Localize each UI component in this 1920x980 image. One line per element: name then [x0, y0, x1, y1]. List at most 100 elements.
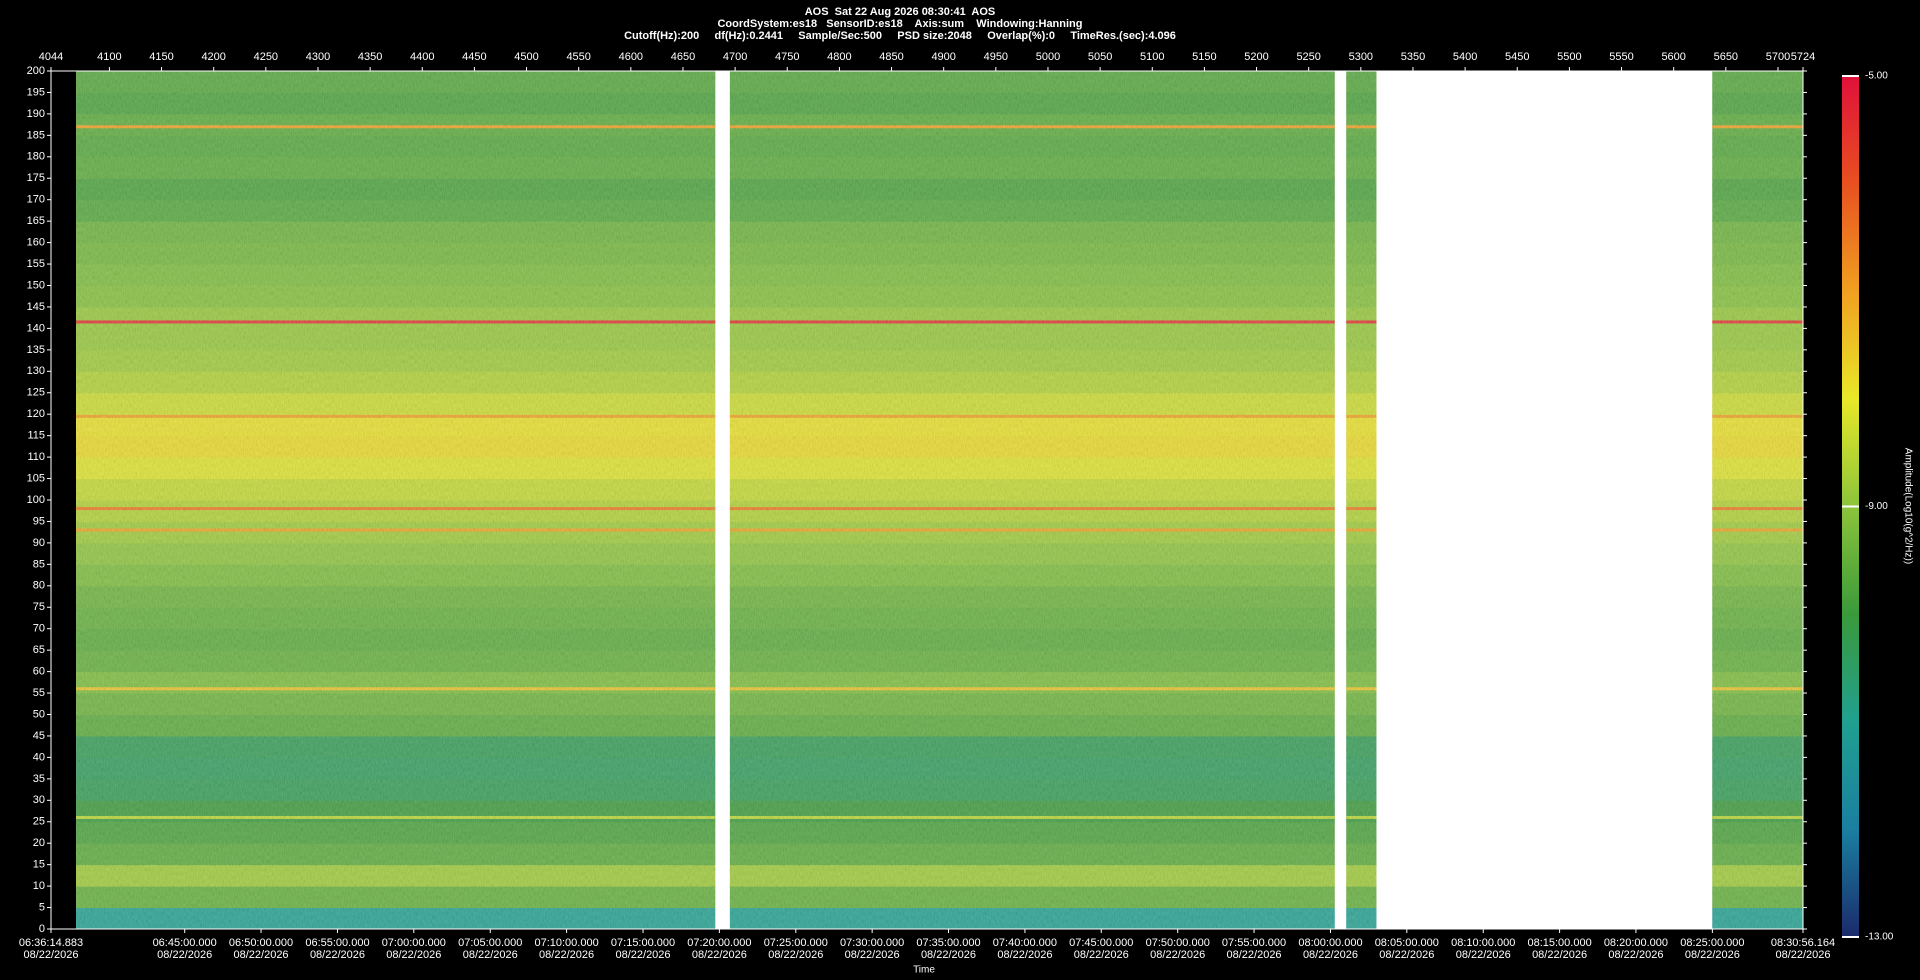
time-tick-label: 08:25:00.000: [1680, 937, 1744, 949]
params: Cutoff(Hz):200 df(Hz):0.2441 Sample/Sec:…: [624, 30, 1176, 42]
time-tick-date: 08/22/2026: [1303, 949, 1358, 961]
y-tick-label: 155: [27, 258, 45, 270]
x-tick-label: 4450: [462, 51, 486, 63]
y-tick-label: 120: [27, 408, 45, 420]
time-tick-label: 08:00:00.000: [1298, 937, 1362, 949]
x-tick-label: 5700: [1766, 51, 1790, 63]
colorbar-tick-label: -13.00: [1865, 932, 1894, 943]
x-tick-label: 4550: [566, 51, 590, 63]
y-tick-label: 65: [33, 644, 45, 656]
x-tick-label: 5350: [1401, 51, 1425, 63]
x-tick-label: 4150: [149, 51, 173, 63]
time-tick-date: 08/22/2026: [1150, 949, 1205, 961]
y-tick-label: 30: [33, 794, 45, 806]
time-tick-date: 08/22/2026: [1775, 949, 1830, 961]
y-tick-label: 145: [27, 301, 45, 313]
x-tick-label: 5500: [1557, 51, 1581, 63]
speckle: [76, 71, 716, 929]
x-tick-label: 5400: [1453, 51, 1477, 63]
time-tick-label: 07:45:00.000: [1069, 937, 1133, 949]
time-tick-label: 07:15:00.000: [611, 937, 675, 949]
y-tick-label: 70: [33, 623, 45, 635]
time-tick-date: 08/22/2026: [1227, 949, 1282, 961]
y-tick-label: 15: [33, 859, 45, 871]
time-tick-date: 08/22/2026: [1608, 949, 1663, 961]
y-tick-label: 175: [27, 172, 45, 184]
y-tick-label: 190: [27, 108, 45, 120]
y-tick-label: 185: [27, 129, 45, 141]
y-tick-label: 85: [33, 558, 45, 570]
x-tick-label: 5550: [1609, 51, 1633, 63]
time-tick-label: 06:55:00.000: [305, 937, 369, 949]
x-tick-label: 4700: [723, 51, 747, 63]
y-tick-label: 130: [27, 365, 45, 377]
y-tick-label: 60: [33, 666, 45, 678]
x-tick-label: 5100: [1140, 51, 1164, 63]
y-tick-label: 75: [33, 601, 45, 613]
x-tick-label: 4300: [306, 51, 330, 63]
speckle: [1712, 71, 1803, 929]
time-tick-date: 08/22/2026: [234, 949, 289, 961]
time-tick-date: 08/22/2026: [1379, 949, 1434, 961]
x-tick-label: 4900: [931, 51, 955, 63]
time-tick-label: 06:50:00.000: [229, 937, 293, 949]
time-tick-date: 08/22/2026: [539, 949, 594, 961]
colorbar-tick-label: -5.00: [1865, 71, 1888, 82]
y-tick-label: 55: [33, 687, 45, 699]
time-tick-label: 07:25:00.000: [764, 937, 828, 949]
time-tick-date: 08/22/2026: [463, 949, 518, 961]
time-tick-label: 07:35:00.000: [916, 937, 980, 949]
x-tick-label: 4850: [879, 51, 903, 63]
y-tick-label: 110: [27, 451, 45, 463]
time-tick-label: 08:10:00.000: [1451, 937, 1515, 949]
y-tick-label: 0: [39, 923, 45, 935]
x-tick-label: 5200: [1244, 51, 1268, 63]
x-tick-label: 4650: [671, 51, 695, 63]
y-tick-label: 100: [27, 494, 45, 506]
speckle: [729, 71, 1335, 929]
y-tick-label: 80: [33, 580, 45, 592]
time-tick-label: 07:50:00.000: [1146, 937, 1210, 949]
y-tick-label: 95: [33, 515, 45, 527]
time-tick-date: 08/22/2026: [1074, 949, 1129, 961]
x-tick-label: 5050: [1088, 51, 1112, 63]
y-tick-label: 170: [27, 194, 45, 206]
y-tick-label: 25: [33, 816, 45, 828]
x-tick-label: 4800: [827, 51, 851, 63]
x-tick-label: 4950: [984, 51, 1008, 63]
y-tick-label: 200: [27, 65, 45, 77]
time-tick-date: 08/22/2026: [921, 949, 976, 961]
x-tick-label: 5450: [1505, 51, 1529, 63]
time-tick-label: 08:20:00.000: [1604, 937, 1668, 949]
time-tick-date: 08/22/2026: [1456, 949, 1511, 961]
y-tick-label: 45: [33, 730, 45, 742]
y-tick-label: 115: [27, 430, 45, 442]
y-tick-label: 150: [27, 279, 45, 291]
time-tick-label: 07:00:00.000: [382, 937, 446, 949]
y-tick-label: 50: [33, 708, 45, 720]
title: AOS Sat 22 Aug 2026 08:30:41 AOS: [805, 6, 996, 18]
time-tick-date: 08/22/2026: [386, 949, 441, 961]
y-tick-label: 5: [39, 901, 45, 913]
y-tick-label: 40: [33, 751, 45, 763]
time-tick-label: 08:30:56.164: [1771, 937, 1835, 949]
y-tick-label: 10: [33, 880, 45, 892]
time-tick-label: 06:36:14.883: [19, 937, 83, 949]
x-tick-label: 4200: [201, 51, 225, 63]
time-tick-date: 08/22/2026: [768, 949, 823, 961]
x-tick-label: 4600: [619, 51, 643, 63]
y-tick-label: 140: [27, 322, 45, 334]
colorbar-label: Amplitude(Log10(g^2/Hz)): [1902, 448, 1913, 564]
x-tick-label: 5724: [1791, 51, 1815, 63]
x-tick-label: 4750: [775, 51, 799, 63]
time-tick-label: 07:10:00.000: [534, 937, 598, 949]
x-tick-label: 5000: [1036, 51, 1060, 63]
x-tick-label: 5300: [1349, 51, 1373, 63]
time-tick-date: 08/22/2026: [615, 949, 670, 961]
time-tick-date: 08/22/2026: [310, 949, 365, 961]
time-tick-label: 06:45:00.000: [153, 937, 217, 949]
y-tick-label: 125: [27, 387, 45, 399]
x-label: Time: [913, 965, 935, 976]
y-tick-label: 20: [33, 837, 45, 849]
